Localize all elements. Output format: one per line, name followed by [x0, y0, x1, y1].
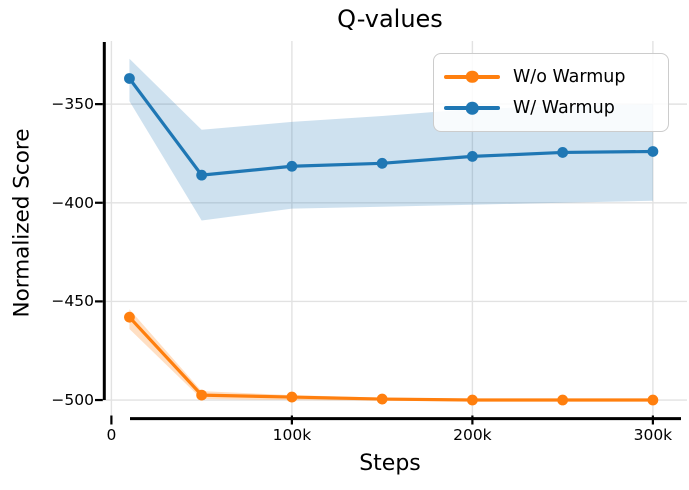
x-axis-label: Steps: [359, 451, 421, 476]
legend-item: W/ Warmup: [444, 98, 658, 118]
axes-spines: [95, 42, 681, 425]
data-point-marker: [376, 393, 388, 405]
data-point-marker: [647, 394, 659, 406]
legend-item-label: W/o Warmup: [513, 66, 626, 87]
series-lines: [124, 73, 659, 406]
y-tick-label: −500: [51, 391, 94, 410]
data-point-marker: [557, 147, 569, 158]
series-line-0: [127, 315, 655, 402]
confidence-band-series-1: [129, 58, 653, 221]
confidence-band-series-0: [129, 309, 653, 402]
y-tick-label: −400: [51, 193, 94, 212]
data-point-marker: [286, 391, 298, 403]
legend-item: W/o Warmup: [444, 67, 658, 87]
x-tick-label: 100k: [272, 426, 312, 444]
data-point-marker: [286, 160, 298, 172]
legend-dot-icon: [465, 102, 479, 115]
data-point-marker: [124, 311, 135, 323]
x-tick-label: 0: [106, 426, 117, 444]
data-point-marker: [196, 169, 208, 181]
data-point-marker: [124, 73, 135, 84]
chart-title: Q-values: [337, 5, 443, 33]
legend: W/o Warmup W/ Warmup: [433, 53, 669, 132]
data-point-marker: [196, 389, 208, 401]
legend-line-marker-icon: [444, 70, 500, 84]
confidence-bands: [129, 58, 653, 402]
data-point-marker: [466, 394, 478, 406]
data-point-marker: [557, 394, 569, 406]
legend-line-marker-icon: [444, 101, 500, 115]
legend-item-label: W/ Warmup: [513, 98, 615, 119]
data-point-marker: [466, 151, 478, 162]
data-point-marker: [376, 157, 388, 169]
legend-dot-icon: [465, 70, 479, 83]
y-tick-label: −350: [51, 95, 94, 114]
x-tick-label: 200k: [453, 426, 492, 444]
y-axis-label: Normalized Score: [9, 128, 35, 318]
y-tick-label: −450: [51, 292, 94, 311]
data-point-marker: [647, 146, 659, 157]
x-tick-label: 300k: [633, 426, 673, 444]
